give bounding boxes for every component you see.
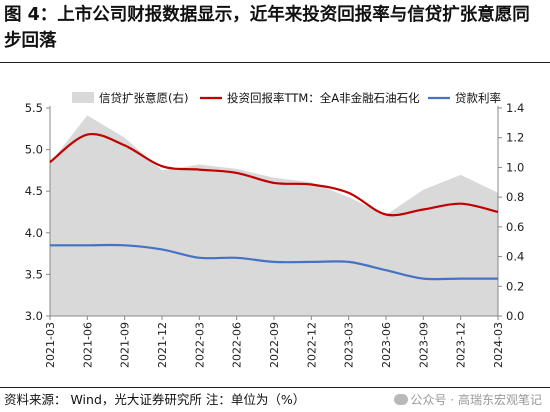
x-tick-label: 2024-03 — [492, 322, 505, 368]
y-left-tick-label: 3.0 — [25, 309, 43, 323]
legend-loan-rate-label: 贷款利率 — [455, 91, 501, 105]
x-tick-label: 2021-12 — [156, 322, 169, 368]
title-divider — [0, 62, 550, 63]
series-area-credit-expansion — [50, 115, 498, 317]
y-right-tick-label: 0.2 — [506, 279, 524, 293]
y-left-tick-label: 5.5 — [25, 101, 43, 115]
x-tick-label: 2022-09 — [268, 322, 281, 368]
watermark-text: 公众号 · 高瑞东宏观笔记 — [410, 393, 542, 407]
footer: 资料来源： Wind，光大证券研究所 注：单位为（%） 公众号 · 高瑞东宏观笔… — [4, 389, 546, 411]
x-tick-label: 2021-06 — [81, 322, 94, 368]
y-right-tick-label: 1.0 — [506, 160, 524, 174]
y-left-tick-label: 4.0 — [25, 226, 43, 240]
legend-credit-expansion-swatch — [72, 92, 94, 103]
y-right-tick-label: 0.4 — [506, 250, 524, 264]
y-right-tick-label: 0.8 — [506, 190, 524, 204]
x-tick-label: 2022-12 — [305, 322, 318, 368]
x-tick-label: 2021-03 — [44, 322, 57, 368]
x-tick-label: 2021-09 — [119, 322, 132, 368]
x-tick-label: 2023-12 — [455, 322, 468, 368]
x-tick-label: 2022-06 — [231, 322, 244, 368]
y-left-tick-label: 5.0 — [25, 143, 43, 157]
y-right-tick-label: 1.2 — [506, 131, 524, 145]
x-tick-label: 2023-06 — [380, 322, 393, 368]
watermark: 公众号 · 高瑞东宏观笔记 — [393, 389, 542, 411]
source-note: 资料来源： Wind，光大证券研究所 注：单位为（%） — [4, 392, 306, 407]
chart: 3.0 3.5 4.0 4.5 5.0 5.5 0.0 0.2 0.4 0.6 0.8 1.0 1.2 1… — [25, 91, 525, 368]
y-left-tick-label: 4.5 — [25, 184, 43, 198]
legend-credit-expansion-label: 信贷扩张意愿(右) — [99, 91, 188, 105]
y-right-tick-label: 1.4 — [506, 101, 524, 115]
legend-roi-label: 投资回报率TTM：全A非金融石油石化 — [227, 91, 420, 105]
series-line-roi — [49, 132, 499, 217]
wechat-icon — [393, 394, 408, 405]
x-tick-label: 2022-03 — [193, 322, 206, 368]
x-tick-label: 2023-09 — [417, 322, 430, 368]
footer-divider — [0, 387, 550, 388]
series-line-loan-rate — [50, 243, 499, 281]
y-right-tick-label: 0.0 — [506, 309, 524, 323]
y-right-tick-label: 0.6 — [506, 220, 524, 234]
chart-title: 图 4：上市公司财报数据显示，近年来投资回报率与信贷扩张意愿同步回落 — [4, 5, 530, 51]
x-tick-label: 2023-03 — [343, 322, 356, 368]
y-left-tick-label: 3.5 — [25, 267, 43, 281]
